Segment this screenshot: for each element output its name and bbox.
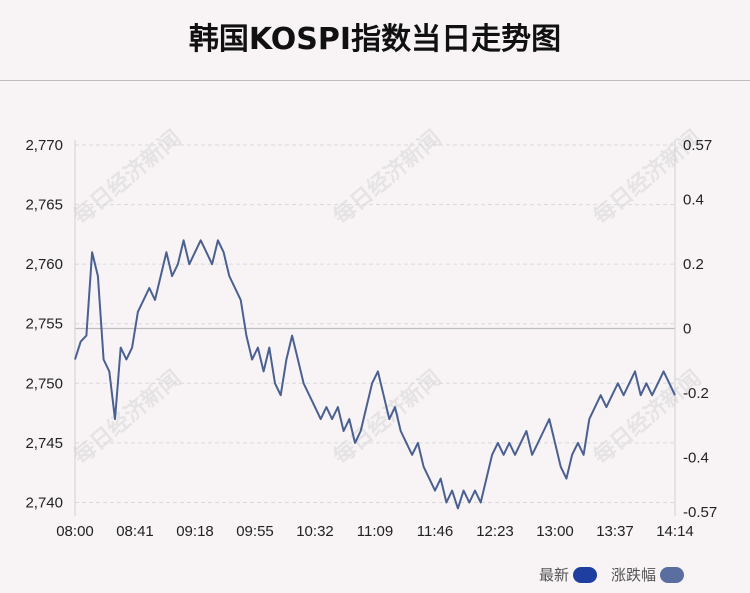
y-left-tick-label: 2,750	[25, 375, 63, 392]
x-tick-label: 14:14	[656, 523, 694, 540]
y-right-tick-label: 0.2	[683, 256, 704, 273]
x-tick-label: 11:46	[417, 523, 453, 540]
title-divider	[0, 80, 750, 81]
x-tick-label: 08:00	[56, 523, 94, 540]
y-left-tick-label: 2,745	[25, 435, 63, 452]
x-tick-label: 09:55	[236, 523, 274, 540]
y-left-tick-label: 2,760	[25, 256, 63, 273]
x-tick-label: 13:00	[536, 523, 574, 540]
x-tick-label: 12:23	[476, 523, 514, 540]
y-left-tick-label: 2,765	[25, 197, 63, 214]
y-right-tick-label: -0.2	[683, 385, 709, 402]
y-left-tick-label: 2,740	[25, 494, 63, 511]
legend-item-change: 涨跌幅	[611, 564, 684, 585]
x-tick-label: 13:37	[596, 523, 634, 540]
y-left-tick-label: 2,770	[25, 137, 63, 154]
legend-swatch	[660, 566, 684, 583]
x-tick-label: 08:41	[116, 523, 154, 540]
x-tick-label: 09:18	[176, 523, 214, 540]
y-right-tick-label: -0.57	[683, 504, 717, 521]
y-right-tick-label: -0.4	[683, 449, 709, 466]
legend-label: 最新	[538, 566, 569, 584]
y-right-tick-label: 0	[683, 321, 691, 338]
legend-item-latest: 最新	[539, 564, 597, 585]
legend-label: 涨跌幅	[610, 566, 656, 584]
y-right-tick-label: 0.57	[683, 137, 712, 154]
kospi-series-line	[74, 239, 676, 510]
chart-legend: 最新 涨跌幅	[525, 564, 684, 585]
chart-title: 韩国KOSPI指数当日走势图	[188, 22, 562, 57]
x-tick-label: 11:09	[357, 523, 393, 540]
y-right-tick-label: 0.4	[683, 192, 704, 209]
legend-swatch	[572, 566, 597, 583]
x-tick-label: 10:32	[296, 523, 334, 540]
y-left-tick-label: 2,755	[25, 316, 63, 333]
